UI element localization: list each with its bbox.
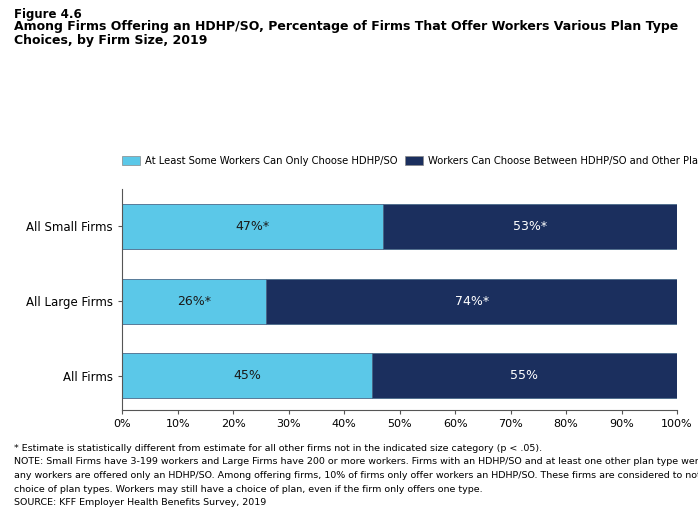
- Text: 53%*: 53%*: [513, 220, 547, 233]
- Text: 45%: 45%: [233, 370, 261, 382]
- Text: choice of plan types. Workers may still have a choice of plan, even if the firm : choice of plan types. Workers may still …: [14, 485, 482, 494]
- Text: SOURCE: KFF Employer Health Benefits Survey, 2019: SOURCE: KFF Employer Health Benefits Sur…: [14, 498, 266, 507]
- Text: Choices, by Firm Size, 2019: Choices, by Firm Size, 2019: [14, 34, 207, 47]
- Text: 55%: 55%: [510, 370, 538, 382]
- Text: Among Firms Offering an HDHP/SO, Percentage of Firms That Offer Workers Various : Among Firms Offering an HDHP/SO, Percent…: [14, 20, 678, 33]
- Bar: [383, 204, 677, 249]
- Text: * Estimate is statistically different from estimate for all other firms not in t: * Estimate is statistically different fr…: [14, 444, 542, 453]
- Bar: [267, 279, 677, 323]
- Text: NOTE: Small Firms have 3-199 workers and Large Firms have 200 or more workers. F: NOTE: Small Firms have 3-199 workers and…: [14, 457, 698, 466]
- Text: 26%*: 26%*: [177, 295, 211, 308]
- Bar: [372, 353, 677, 398]
- Bar: [122, 204, 383, 249]
- Text: any workers are offered only an HDHP/SO. Among offering firms, 10% of firms only: any workers are offered only an HDHP/SO.…: [14, 471, 698, 480]
- Bar: [122, 353, 372, 398]
- Text: 47%*: 47%*: [235, 220, 269, 233]
- Bar: [122, 279, 267, 323]
- Text: 74%*: 74%*: [454, 295, 489, 308]
- Legend: At Least Some Workers Can Only Choose HDHP/SO, Workers Can Choose Between HDHP/S: At Least Some Workers Can Only Choose HD…: [121, 156, 698, 166]
- Text: Figure 4.6: Figure 4.6: [14, 8, 82, 21]
